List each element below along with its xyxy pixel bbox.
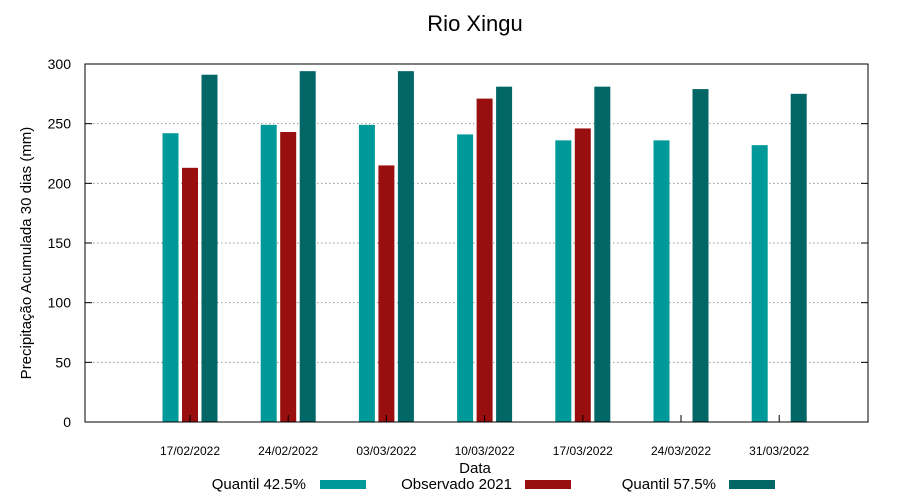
x-tick-label: 17/02/2022 xyxy=(160,444,220,458)
y-tick-label: 0 xyxy=(63,414,71,430)
gridlines xyxy=(85,123,868,363)
bar xyxy=(457,134,474,422)
x-tick-label: 03/03/2022 xyxy=(356,444,416,458)
bar xyxy=(162,133,179,423)
bars xyxy=(162,71,807,423)
y-tick-label: 250 xyxy=(48,116,72,132)
bar xyxy=(594,86,611,422)
x-axis-ticks: 17/02/2022 24/02/2022 03/03/2022 10/03/2022… xyxy=(160,415,810,458)
y-tick-label: 200 xyxy=(48,175,72,191)
chart-title: Rio Xingu xyxy=(427,11,522,36)
bar xyxy=(692,89,709,422)
bar xyxy=(476,98,493,423)
legend-label: Quantil 42.5% xyxy=(212,476,306,493)
legend-label: Quantil 57.5% xyxy=(622,476,716,493)
y-axis-label: Precipitação Acumulada 30 dias (mm) xyxy=(18,127,35,380)
y-axis-ticks: 0 50 100 150 200 250 300 xyxy=(48,56,868,430)
x-tick-label: 24/02/2022 xyxy=(258,444,318,458)
x-tick-label: 17/03/2022 xyxy=(553,444,613,458)
bar xyxy=(201,74,218,423)
legend-swatch xyxy=(729,480,775,489)
bar xyxy=(260,124,277,423)
bar xyxy=(299,71,316,422)
y-tick-label: 300 xyxy=(48,56,72,72)
bar xyxy=(574,128,591,422)
bar xyxy=(182,167,198,422)
legend-label: Observado 2021 xyxy=(401,476,512,493)
y-tick-label: 50 xyxy=(55,354,71,370)
x-tick-label: 10/03/2022 xyxy=(455,444,515,458)
x-tick-label: 24/03/2022 xyxy=(651,444,711,458)
bar xyxy=(358,124,375,423)
bar xyxy=(378,165,395,422)
legend-swatch xyxy=(320,480,366,489)
bar xyxy=(790,93,807,422)
bar xyxy=(280,132,297,422)
bar xyxy=(555,140,572,422)
x-tick-label: 31/03/2022 xyxy=(749,444,809,458)
legend-swatch xyxy=(525,480,571,489)
bar xyxy=(397,71,414,422)
legend: Quantil 42.5% Observado 2021 Quantil 57.5% xyxy=(212,476,775,493)
x-axis-label: Data xyxy=(459,460,491,477)
y-tick-label: 100 xyxy=(48,295,72,311)
bar xyxy=(496,86,513,422)
y-tick-label: 150 xyxy=(48,235,72,251)
bar xyxy=(751,145,768,422)
bar xyxy=(653,140,670,422)
